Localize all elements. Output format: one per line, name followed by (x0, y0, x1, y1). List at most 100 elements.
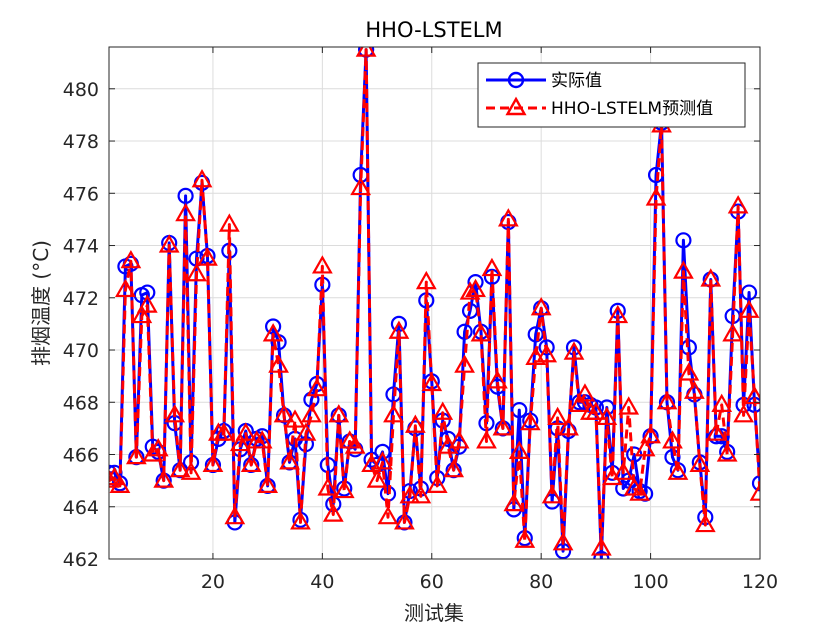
data-point-predicted (328, 404, 350, 423)
data-point-actual (456, 323, 473, 340)
data-point-predicted (350, 176, 372, 196)
x-tick-label: 80 (529, 571, 553, 593)
data-point-predicted (552, 532, 574, 551)
y-tick-label: 468 (63, 392, 99, 414)
x-tick-label: 100 (632, 571, 668, 593)
data-point-predicted (558, 417, 579, 436)
data-point-actual (740, 284, 758, 301)
data-point-predicted (290, 511, 311, 530)
data-point-predicted (563, 341, 585, 360)
data-point-predicted (656, 391, 678, 410)
data-point-predicted (749, 482, 760, 501)
data-point-actual (483, 268, 501, 285)
data-point-actual (598, 399, 615, 416)
data-point-predicted (547, 406, 568, 426)
data-point-actual (467, 274, 484, 291)
x-axis-label: 测试集 (404, 601, 464, 625)
data-point-predicted (711, 393, 733, 412)
data-point-predicted (662, 430, 683, 449)
data-point-predicted (640, 424, 661, 444)
data-point-predicted (536, 344, 558, 363)
data-point-predicted (251, 430, 273, 449)
data-point-predicted (109, 474, 131, 493)
data-point-predicted (634, 438, 656, 457)
x-tick-label: 40 (310, 571, 334, 593)
data-point-predicted (645, 187, 667, 206)
data-point-predicted (497, 208, 519, 227)
y-tick-label: 462 (63, 549, 99, 571)
data-point-predicted (404, 414, 426, 433)
data-point-predicted (191, 168, 213, 188)
data-point-predicted (344, 435, 366, 454)
y-tick-label: 466 (63, 445, 99, 467)
y-tick-label: 480 (63, 79, 99, 101)
legend-marker-actual (507, 71, 525, 89)
data-point-predicted (705, 422, 727, 441)
data-point-predicted (355, 47, 377, 57)
data-point-predicted (700, 268, 722, 287)
data-point-predicted (218, 213, 240, 232)
data-point-predicted (514, 529, 536, 548)
data-point-predicted (448, 430, 470, 449)
data-point-predicted (541, 485, 563, 504)
legend-box (477, 62, 746, 128)
data-point-predicted (421, 372, 443, 392)
data-point-predicted (487, 370, 508, 389)
data-point-predicted (197, 247, 218, 266)
data-point-predicted (678, 362, 700, 381)
data-point-predicted (257, 474, 279, 493)
data-point-actual (177, 187, 194, 204)
data-point-predicted (470, 323, 492, 342)
x-tick-label: 20 (201, 571, 225, 593)
y-tick-label: 474 (63, 236, 99, 258)
data-point-predicted (175, 202, 196, 222)
data-point-predicted (459, 281, 481, 300)
data-point-predicted (147, 438, 169, 457)
data-point-predicted (426, 474, 448, 493)
data-point-predicted (142, 443, 164, 462)
chart-title: HHO-LSTELM (365, 18, 502, 42)
data-point-predicted (415, 270, 437, 290)
data-point-predicted (394, 511, 415, 530)
data-point-predicted (311, 255, 333, 274)
data-point-predicted (153, 469, 175, 488)
data-point-predicted (240, 453, 262, 473)
data-point-predicted (279, 451, 300, 470)
data-point-predicted (235, 422, 257, 441)
data-point-predicted (508, 440, 530, 459)
data-point-predicted (136, 294, 158, 313)
data-point-predicted (727, 195, 749, 214)
data-point-actual (144, 438, 161, 455)
data-point-predicted (180, 461, 202, 480)
data-point-predicted (454, 354, 475, 373)
data-point-predicted (306, 377, 328, 397)
data-point-predicted (585, 401, 607, 420)
data-point-predicted (716, 443, 738, 462)
data-point-predicted (186, 263, 207, 282)
data-point-predicted (629, 482, 651, 501)
data-point-predicted (607, 304, 629, 324)
data-point-actual (538, 339, 555, 356)
data-point-predicted (733, 404, 754, 423)
data-point-predicted (388, 320, 410, 339)
axes-box (108, 46, 761, 560)
data-point-predicted (224, 505, 246, 525)
data-point-predicted (372, 451, 393, 470)
data-point-predicted (213, 422, 235, 441)
data-point-predicted (295, 422, 317, 441)
data-point-actual (751, 475, 760, 492)
series-layer (109, 47, 760, 559)
data-point-predicted (503, 492, 525, 512)
data-point-predicted (109, 469, 120, 488)
data-point-predicted (120, 249, 142, 269)
data-point-predicted (574, 383, 596, 402)
data-point-actual (511, 402, 528, 419)
data-point-predicted (443, 458, 465, 478)
y-tick-label: 478 (63, 131, 99, 153)
data-point-predicted (169, 458, 191, 478)
data-point-predicted (476, 430, 497, 449)
legend-label-predicted: HHO-LSTELM预测值 (551, 99, 713, 119)
axis-ticks: 20 40 60 80 100 120 462 464 466 468 470 472 474 476 47… (63, 47, 778, 593)
data-point-predicted (612, 461, 634, 480)
